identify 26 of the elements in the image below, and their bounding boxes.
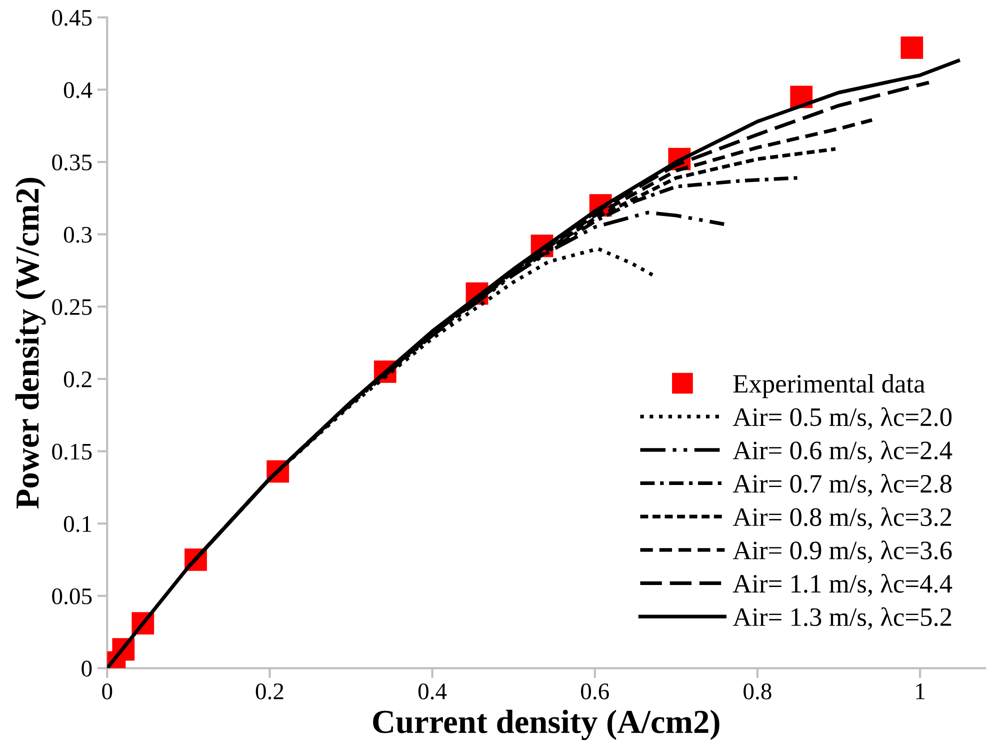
legend-label: Air= 1.3 m/s, λc=5.2 (732, 607, 952, 630)
x-axis-title: Current density (A/cm2) (373, 710, 720, 740)
x-tick-label: 0 (102, 683, 112, 700)
y-tick-label: 0.25 (52, 299, 92, 316)
y-tick-label: 0.05 (52, 588, 92, 604)
y-tick-label: 0.35 (52, 154, 92, 171)
x-tick-label: 0.2 (256, 683, 284, 700)
x-tick-label: 1 (916, 684, 925, 700)
x-tick-label: 0.8 (744, 683, 772, 700)
legend-label: Air= 1.1 m/s, λc=4.4 (732, 574, 952, 597)
y-tick-label: 0.1 (64, 516, 92, 532)
y-tick-label: 0 (82, 660, 92, 677)
y-tick-label: 0.3 (64, 226, 92, 243)
y-tick-label: 0.4 (64, 82, 92, 98)
y-tick-label: 0.15 (52, 444, 92, 460)
y-tick-label: 0.45 (52, 10, 92, 26)
x-tick-label: 0.4 (418, 683, 447, 700)
legend-label: Air= 0.7 m/s, λc=2.8 (732, 474, 952, 497)
y-axis-title: Power density (W/cm2) (15, 178, 46, 509)
legend-label: Air= 0.6 m/s, λc=2.4 (732, 440, 952, 464)
legend-label: Air= 0.5 m/s, λc=2.0 (732, 407, 952, 430)
legend-label: Air= 0.8 m/s, λc=3.2 (732, 507, 952, 530)
y-tick-label: 0.2 (64, 371, 92, 388)
x-tick-label: 0.6 (581, 683, 609, 700)
legend-label: Experimental data (733, 374, 925, 398)
legend-label: Air= 0.9 m/s, λc=3.6 (732, 540, 952, 564)
